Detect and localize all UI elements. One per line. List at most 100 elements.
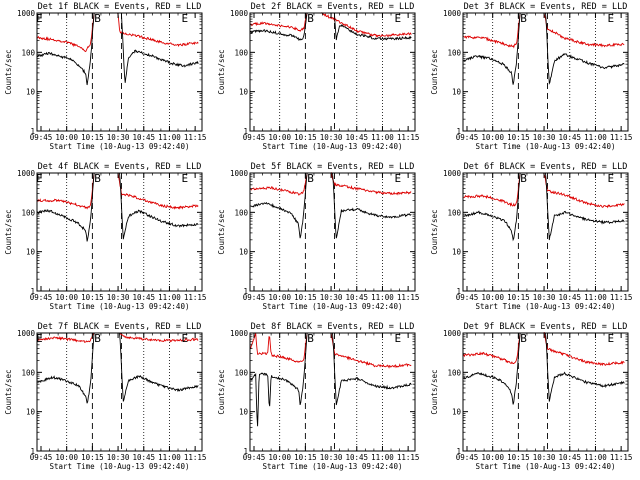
y-axis-label: Counts/sec — [430, 369, 439, 414]
x-tick-label: 10:30 — [107, 293, 130, 302]
x-tick-label: 09:45 — [243, 133, 266, 142]
y-tick-label: 1 — [456, 447, 461, 456]
x-axis-label: Start Time (10-Aug-13 09:42:40) — [50, 302, 190, 311]
x-tick-label: 10:15 — [507, 293, 530, 302]
y-tick-label: 1000 — [230, 329, 249, 338]
y-tick-label: 1 — [30, 447, 35, 456]
x-tick-label: 10:15 — [81, 453, 104, 462]
event-marker-b: B — [520, 332, 527, 345]
plot-frame — [36, 172, 203, 292]
event-marker-b: B — [94, 172, 101, 185]
y-tick-label: 100 — [234, 208, 248, 217]
y-tick-label: 1000 — [443, 9, 462, 18]
series-lld-line — [250, 332, 412, 369]
event-marker-e: E — [395, 332, 402, 345]
x-tick-label: 10:00 — [481, 453, 504, 462]
y-tick-label: 1000 — [17, 169, 36, 178]
panel-title: Det 3f BLACK = Events, RED = LLD — [464, 2, 628, 12]
y-tick-label: 100 — [447, 48, 461, 57]
x-tick-label: 10:45 — [345, 133, 368, 142]
plot-frame — [36, 332, 203, 452]
x-tick-label: 09:45 — [30, 133, 53, 142]
panel-2: Det 2f BLACK = Events, RED = LLD 1 10 100 10… — [217, 2, 419, 151]
y-axis-label: Counts/sec — [217, 369, 226, 414]
x-tick-label: 11:15 — [184, 293, 207, 302]
y-tick-label: 1 — [456, 287, 461, 296]
y-tick-label: 1000 — [443, 329, 462, 338]
y-tick-label: 100 — [21, 208, 35, 217]
x-axis-label: Start Time (10-Aug-13 09:42:40) — [263, 462, 403, 471]
y-tick-label: 1 — [30, 127, 35, 136]
event-marker-e: E — [182, 12, 189, 25]
plot-frame — [249, 332, 416, 452]
y-tick-label: 1000 — [17, 329, 36, 338]
x-tick-label: 11:00 — [584, 133, 607, 142]
y-tick-label: 1000 — [443, 169, 462, 178]
x-tick-label: 10:15 — [294, 453, 317, 462]
event-marker-b: B — [520, 12, 527, 25]
x-tick-label: 11:00 — [158, 293, 181, 302]
event-marker-b: B — [520, 172, 527, 185]
panel-title: Det 8f BLACK = Events, RED = LLD — [251, 322, 415, 332]
x-tick-label: 10:15 — [294, 293, 317, 302]
event-marker-e: E — [36, 332, 43, 345]
series-events-line — [37, 12, 199, 86]
x-tick-label: 10:45 — [345, 453, 368, 462]
x-tick-label: 11:00 — [371, 453, 394, 462]
y-tick-label: 100 — [447, 208, 461, 217]
y-tick-label: 1 — [243, 287, 248, 296]
x-tick-label: 11:00 — [371, 133, 394, 142]
x-tick-label: 10:15 — [507, 453, 530, 462]
event-marker-e: E — [608, 172, 615, 185]
x-axis-label: Start Time (10-Aug-13 09:42:40) — [263, 302, 403, 311]
panel-title: Det 5f BLACK = Events, RED = LLD — [251, 162, 415, 172]
series-lld-line — [37, 12, 199, 53]
y-axis-label: Counts/sec — [217, 209, 226, 254]
x-tick-label: 10:30 — [107, 453, 130, 462]
x-tick-label: 10:30 — [107, 133, 130, 142]
x-tick-label: 09:45 — [30, 293, 53, 302]
x-tick-label: 10:15 — [507, 133, 530, 142]
y-tick-label: 10 — [239, 408, 249, 417]
panel-3: Det 3f BLACK = Events, RED = LLD 1 10 100 10… — [430, 2, 632, 151]
panel-title: Det 1f BLACK = Events, RED = LLD — [38, 2, 202, 12]
plot-frame — [249, 172, 416, 292]
x-tick-label: 10:00 — [481, 133, 504, 142]
x-tick-label: 10:30 — [320, 453, 343, 462]
x-tick-label: 10:45 — [345, 293, 368, 302]
y-axis-label: Counts/sec — [4, 49, 13, 94]
panel-6: Det 6f BLACK = Events, RED = LLD 1 10 100 10… — [430, 162, 632, 311]
panel-4: Det 4f BLACK = Events, RED = LLD 1 10 100 10… — [4, 162, 206, 311]
event-marker-e: E — [395, 172, 402, 185]
series-events-line — [37, 332, 199, 404]
y-tick-label: 10 — [26, 248, 36, 257]
panel-5: Det 5f BLACK = Events, RED = LLD 1 10 100 10… — [217, 162, 419, 311]
event-marker-e: E — [182, 332, 189, 345]
y-tick-label: 10 — [26, 88, 36, 97]
x-tick-label: 10:00 — [268, 453, 291, 462]
x-tick-label: 11:15 — [397, 453, 420, 462]
x-tick-label: 10:45 — [558, 293, 581, 302]
panel-9: Det 9f BLACK = Events, RED = LLD 1 10 100 10… — [430, 322, 632, 471]
event-marker-b: B — [307, 332, 314, 345]
plot-frame — [462, 332, 629, 452]
y-tick-label: 10 — [239, 88, 249, 97]
event-marker-e: E — [395, 12, 402, 25]
x-tick-label: 10:30 — [320, 293, 343, 302]
x-tick-label: 10:00 — [55, 453, 78, 462]
x-axis-label: Start Time (10-Aug-13 09:42:40) — [476, 462, 616, 471]
panel-title: Det 2f BLACK = Events, RED = LLD — [251, 2, 415, 12]
y-tick-label: 10 — [239, 248, 249, 257]
x-axis-label: Start Time (10-Aug-13 09:42:40) — [476, 302, 616, 311]
x-tick-label: 09:45 — [456, 453, 479, 462]
panel-7: Det 7f BLACK = Events, RED = LLD 1 10 100 10… — [4, 322, 206, 471]
x-tick-label: 10:15 — [294, 133, 317, 142]
y-tick-label: 100 — [447, 368, 461, 377]
series-events-line — [463, 12, 625, 85]
event-marker-e: E — [36, 172, 43, 185]
x-tick-label: 10:00 — [55, 293, 78, 302]
y-tick-label: 10 — [452, 408, 462, 417]
y-tick-label: 10 — [452, 248, 462, 257]
plot-frame — [36, 12, 203, 132]
y-tick-label: 1000 — [230, 169, 249, 178]
